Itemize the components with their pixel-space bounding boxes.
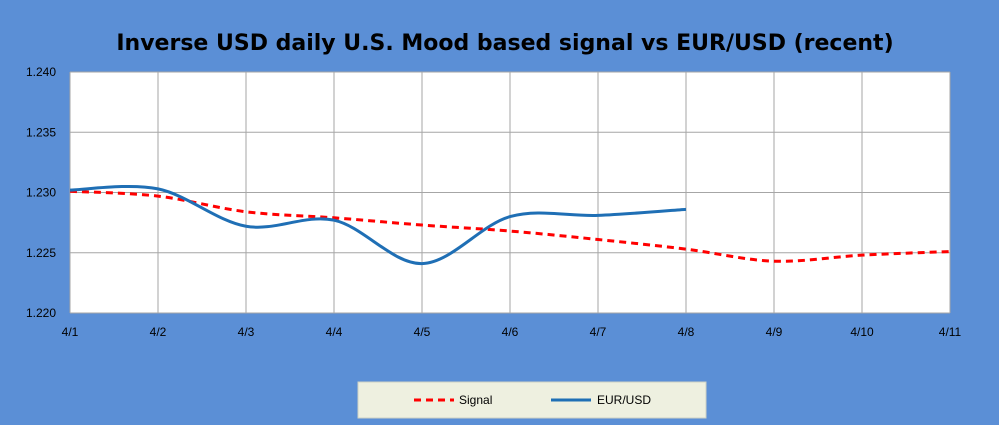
series-layer — [69, 184, 951, 266]
x-tick-label: 4/10 — [850, 325, 874, 339]
y-tick-label: 1.240 — [26, 65, 56, 79]
x-tick-label: 4/4 — [326, 325, 343, 339]
x-tick-label: 4/9 — [766, 325, 783, 339]
y-tick-label: 1.230 — [26, 186, 56, 200]
x-tick-label: 4/2 — [150, 325, 167, 339]
x-tick-label: 4/11 — [939, 325, 962, 339]
chart-title: Inverse USD daily U.S. Mood based signal… — [116, 31, 893, 56]
legend-items: Signal EUR/USD — [414, 393, 651, 407]
y-tick-label: 1.220 — [26, 306, 56, 320]
legend-label-signal: Signal — [459, 393, 492, 407]
x-tick-label: 4/8 — [678, 325, 695, 339]
legend-label-eur-usd: EUR/USD — [597, 393, 651, 407]
x-tick-label: 4/6 — [502, 325, 519, 339]
x-tick-label: 4/3 — [238, 325, 255, 339]
series-line-eur-usd — [69, 184, 687, 266]
gridlines — [69, 71, 951, 314]
plot-area-group — [69, 71, 951, 314]
y-axis-ticks: 1.220 1.225 1.230 1.235 1.240 — [26, 65, 56, 320]
x-tick-label: 4/1 — [62, 325, 79, 339]
legend: Signal EUR/USD — [357, 381, 707, 419]
legend-box — [357, 381, 707, 419]
x-axis-ticks: 4/1 4/2 4/3 4/4 4/5 4/6 4/7 4/8 4/9 4/10 4/11 — [62, 325, 962, 339]
series-line-signal — [69, 189, 951, 263]
y-tick-label: 1.235 — [26, 125, 56, 139]
x-tick-label: 4/5 — [414, 325, 431, 339]
y-tick-label: 1.225 — [26, 246, 56, 260]
x-tick-label: 4/7 — [590, 325, 607, 339]
